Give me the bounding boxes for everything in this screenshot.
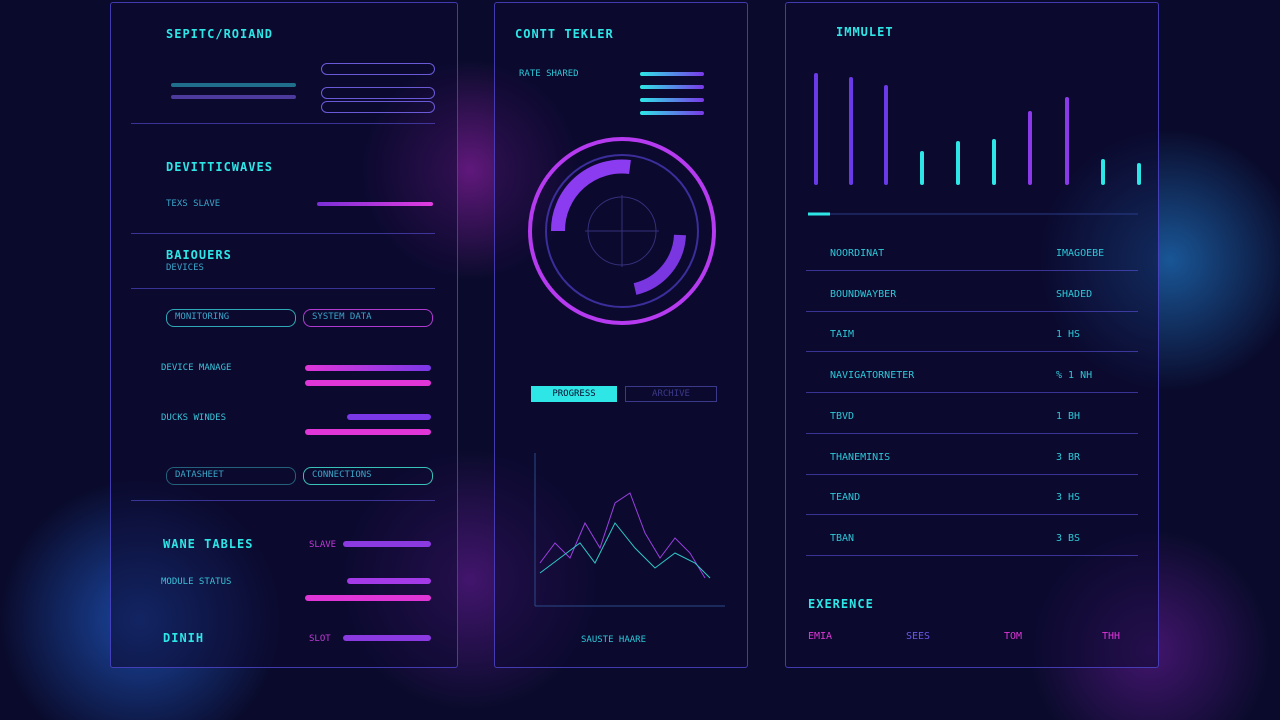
stat-label: TOM xyxy=(1004,631,1023,642)
slider xyxy=(305,365,431,371)
section-title: EXERENCE xyxy=(808,597,874,611)
divider xyxy=(806,554,1138,556)
slider xyxy=(347,578,431,584)
section-title: BAIOUERS xyxy=(166,248,232,262)
field: SYSTEM DATA xyxy=(303,309,433,327)
divider xyxy=(131,500,435,501)
divider xyxy=(806,473,1138,475)
row-label: DUCKS WINDES xyxy=(161,413,227,423)
row-label: TBAN xyxy=(830,532,855,544)
row-code: 1 HS xyxy=(1056,329,1081,341)
divider xyxy=(806,514,1138,516)
panel-title: SEPITC/ROIAND xyxy=(166,27,273,41)
slider xyxy=(343,541,431,547)
row-code: 3 BS xyxy=(1056,532,1081,544)
field-text: CONNECTIONS xyxy=(312,470,372,480)
stat-label: EMIA xyxy=(808,631,833,642)
section-title: WANE TABLES xyxy=(163,537,254,551)
ring xyxy=(545,154,699,308)
field: MONITORING xyxy=(166,309,296,327)
slider xyxy=(347,414,431,420)
wave xyxy=(539,522,711,579)
stat-label: THH xyxy=(1102,631,1121,642)
label: TEXS SLAVE xyxy=(166,199,221,209)
right-panel: IMMULET NOORDINAT IMAGOEBE BOUNDWAYBER SHAD… xyxy=(785,2,1159,668)
row-label: NAVIGATORNETER xyxy=(830,370,915,382)
divider xyxy=(806,310,1138,312)
slider xyxy=(305,380,431,386)
slider xyxy=(305,595,431,601)
divider xyxy=(806,432,1138,434)
panel-title: IMMULET xyxy=(836,25,894,39)
wave xyxy=(539,492,706,579)
row-label: BOUNDWAYBER xyxy=(830,288,897,300)
field: DATASHEET xyxy=(166,467,296,485)
row-label: TBVD xyxy=(830,410,855,422)
slider xyxy=(640,98,704,102)
divider xyxy=(131,288,435,289)
label: SLOT xyxy=(309,634,331,644)
row-code: 3 BR xyxy=(1056,451,1081,463)
row-code: SHADED xyxy=(1056,288,1093,300)
field xyxy=(321,87,435,99)
button[interactable]: ARCHIVE xyxy=(625,386,717,402)
divider xyxy=(131,233,435,234)
left-panel: SEPITC/ROIAND DEVITTICWAVES TEXS SLAVE B… xyxy=(110,2,458,668)
label: DEVICES xyxy=(166,263,204,273)
footer: SAUSTE HAARE xyxy=(581,635,647,645)
row-code: % 1 NH xyxy=(1056,370,1093,382)
stat-label: SEES xyxy=(906,631,931,642)
middle-panel: CONTT TEKLER RATE SHARED PROGRESS ARCHIV… xyxy=(494,2,748,668)
label: SLAVE xyxy=(309,540,337,550)
row-code: 1 BH xyxy=(1056,410,1081,422)
field xyxy=(321,101,435,113)
subtitle: RATE SHARED xyxy=(519,69,579,79)
section-title: DEVITTICWAVES xyxy=(166,160,273,174)
row-label: THANEMINIS xyxy=(830,451,891,463)
row-label: TEAND xyxy=(830,492,861,504)
field-text: MONITORING xyxy=(175,312,230,322)
section-title: DINIH xyxy=(163,631,205,645)
slider xyxy=(640,111,704,115)
middle-graphics xyxy=(528,137,725,607)
row-label: MODULE STATUS xyxy=(161,577,232,587)
slider xyxy=(640,72,704,76)
row-code: IMAGOEBE xyxy=(1056,248,1105,259)
row-code: 3 HS xyxy=(1056,492,1081,504)
slider xyxy=(317,202,433,206)
divider xyxy=(806,270,1138,271)
bar-graphic xyxy=(808,73,1141,216)
arc xyxy=(633,234,686,295)
slider xyxy=(305,429,431,435)
slider xyxy=(171,95,296,99)
field xyxy=(321,63,435,75)
button[interactable]: PROGRESS xyxy=(531,386,617,402)
field: CONNECTIONS xyxy=(303,467,433,485)
row-label: DEVICE MANAGE xyxy=(161,363,232,373)
slider xyxy=(640,85,704,89)
panel-title: CONTT TEKLER xyxy=(515,27,614,41)
field-text: SYSTEM DATA xyxy=(312,312,372,322)
slider xyxy=(171,83,296,87)
row-label: TAIM xyxy=(830,329,855,341)
slider xyxy=(343,635,431,641)
divider xyxy=(806,351,1138,353)
row-label: NOORDINAT xyxy=(830,248,885,259)
ring xyxy=(528,137,716,325)
arc xyxy=(550,159,631,232)
divider xyxy=(806,392,1138,394)
divider xyxy=(131,123,435,124)
field-text: DATASHEET xyxy=(175,470,224,480)
